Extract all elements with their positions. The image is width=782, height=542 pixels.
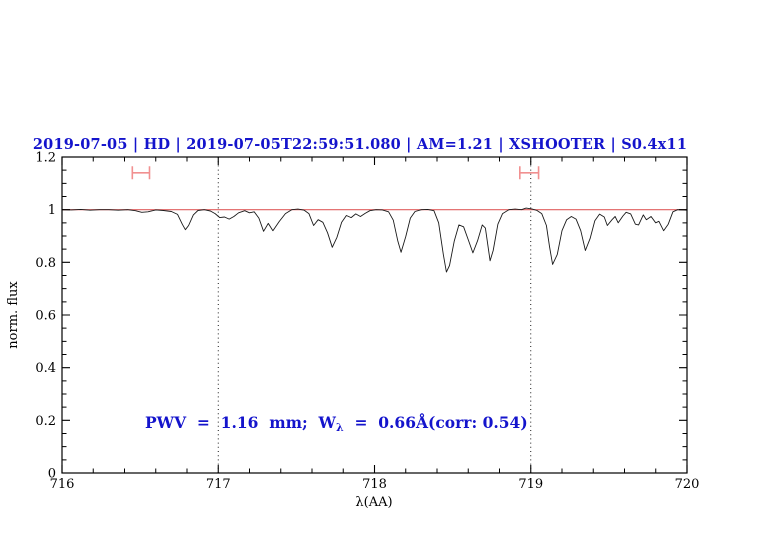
y-axis-label: norm. flux: [6, 281, 21, 349]
pwv-annotation-tail: = 0.66Å(corr: 0.54): [344, 413, 528, 432]
x-major-ticks: [61, 157, 688, 473]
x-minor-ticks: [92, 157, 657, 473]
x-tick-label: 717: [206, 477, 231, 492]
pwv-range-marker: [131, 166, 151, 180]
plot-title: 2019-07-05 | HD | 2019-07-05T22:59:51.08…: [33, 136, 687, 153]
x-tick-label: 719: [518, 477, 543, 492]
y-major-ticks: [62, 156, 687, 474]
x-tick-label: 716: [50, 477, 75, 492]
y-tick-label: 0.8: [35, 256, 56, 271]
pwv-annotation-subscript: λ: [336, 421, 344, 434]
y-tick-label: 0.2: [35, 414, 56, 429]
y-tick-label: 0: [48, 467, 56, 482]
y-tick-label: 1.2: [35, 151, 56, 166]
y-minor-ticks: [62, 169, 687, 461]
y-tick-label: 0.6: [35, 309, 56, 324]
x-tick-label: 718: [362, 477, 387, 492]
y-tick-label: 0.4: [35, 361, 56, 376]
pwv-annotation-main: PWV = 1.16 mm; W: [145, 413, 337, 432]
x-axis-label: λ(AA): [355, 495, 392, 510]
spectrum-line: [61, 207, 688, 273]
x-tick-label: 720: [675, 477, 700, 492]
pwv-annotation: PWV = 1.16 mm; Wλ = 0.66Å(corr: 0.54): [145, 413, 528, 434]
y-tick-label: 1: [48, 203, 56, 218]
pwv-range-marker: [519, 166, 540, 180]
